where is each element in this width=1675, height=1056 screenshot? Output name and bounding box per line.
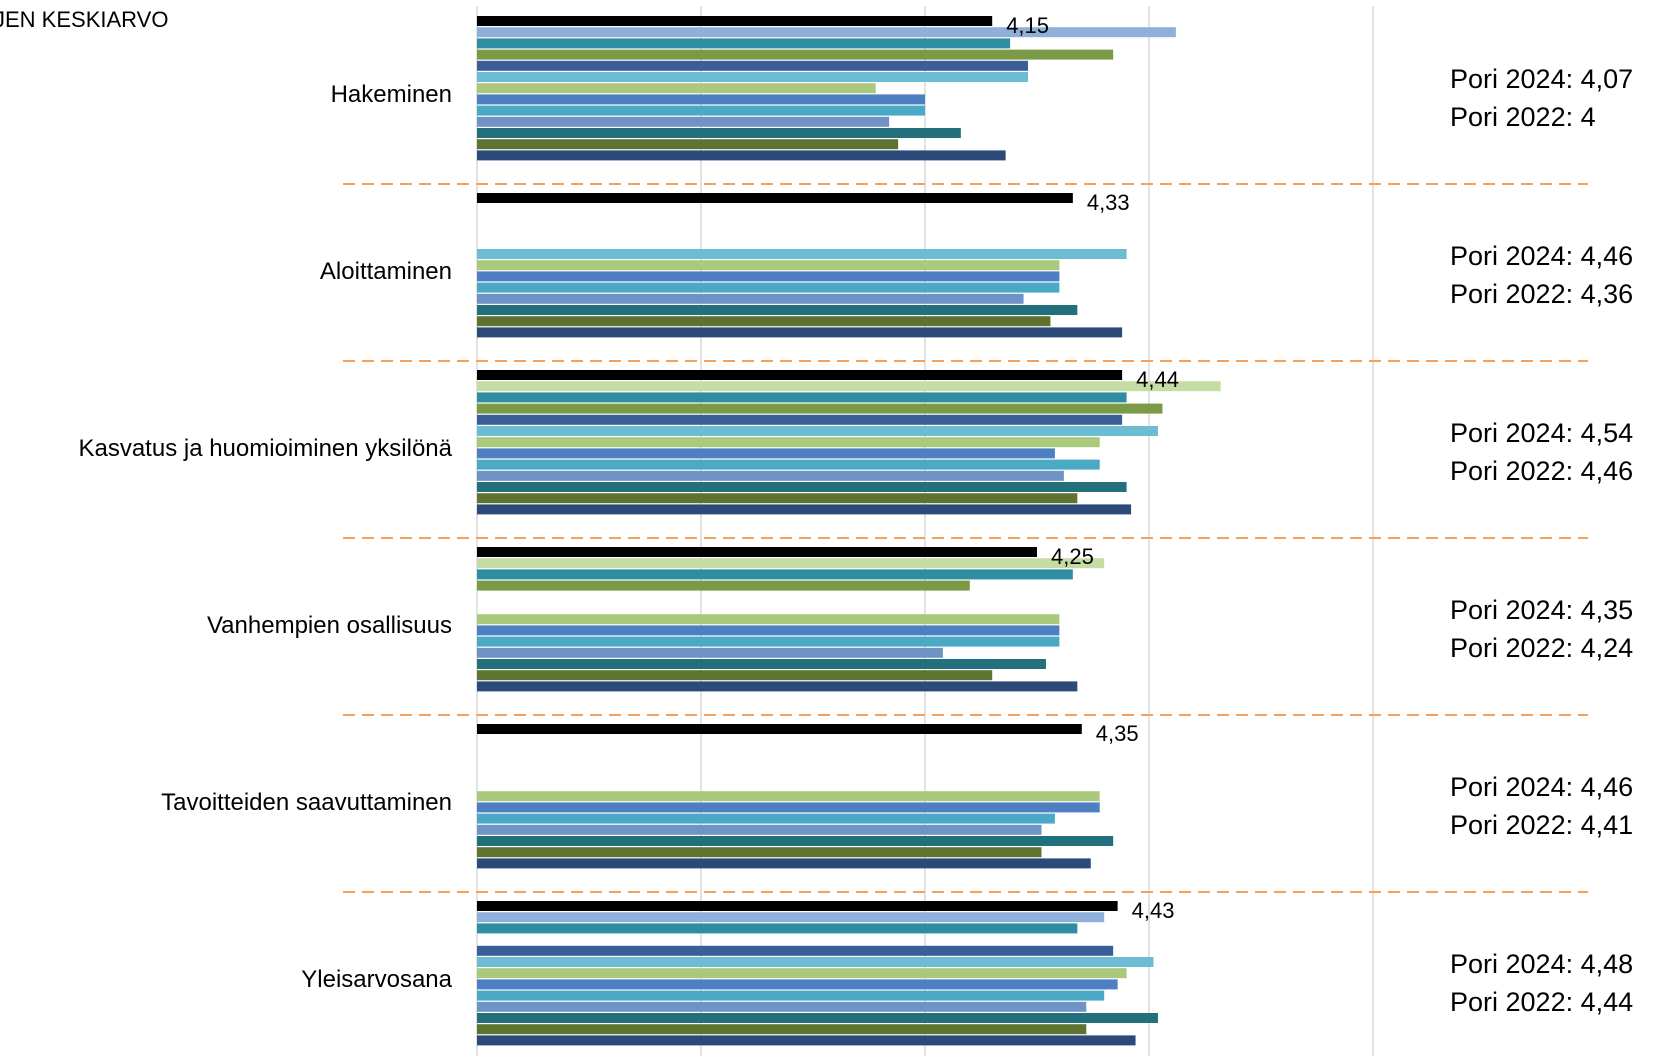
bar: [477, 392, 1127, 403]
side-note: Pori 2024: 4,35: [1450, 595, 1633, 625]
side-note: Pori 2024: 4,48: [1450, 949, 1633, 979]
category-label: Tavoitteiden saavuttaminen: [161, 789, 452, 816]
bar: [477, 426, 1158, 436]
category-label: Yleisarvosana: [301, 966, 452, 993]
bar: [477, 625, 1060, 636]
bar: [477, 493, 1078, 504]
bar: [477, 83, 876, 94]
bar-total: [477, 901, 1118, 911]
bar: [477, 316, 1051, 327]
bar-total: [477, 16, 993, 26]
bar: [477, 1001, 1087, 1012]
bar: [477, 858, 1091, 869]
bar: [477, 824, 1042, 835]
side-note: Pori 2022: 4,44: [1450, 987, 1633, 1017]
data-label: 4,35: [1096, 721, 1139, 746]
bar: [477, 614, 1060, 625]
bar: [477, 293, 1024, 304]
category-label: Vanhempien osallisuus: [207, 612, 452, 639]
bar: [477, 482, 1127, 492]
gridlines: [476, 6, 1374, 1056]
bar: [477, 681, 1078, 692]
bar: [477, 968, 1127, 979]
side-note: Pori 2022: 4,46: [1450, 456, 1633, 486]
bar: [477, 105, 925, 116]
bar: [477, 49, 1114, 60]
bar: [477, 116, 890, 127]
side-note: Pori 2024: 4,46: [1450, 241, 1633, 271]
bar: [477, 847, 1042, 858]
data-label: 4,43: [1132, 898, 1175, 923]
bar: [477, 1035, 1136, 1046]
bar: [477, 437, 1100, 448]
bar: [477, 813, 1055, 824]
data-label: 4,25: [1051, 544, 1094, 569]
bar: [477, 647, 943, 658]
bar: [477, 836, 1114, 846]
side-note: Pori 2024: 4,46: [1450, 772, 1633, 802]
bar: [477, 791, 1100, 802]
bar: [477, 580, 970, 591]
bar: [477, 558, 1105, 569]
bar: [477, 60, 1029, 71]
corner-label: JEN KESKIARVO: [0, 7, 168, 32]
bar: [477, 504, 1132, 515]
data-label: 4,15: [1006, 13, 1049, 38]
bar: [477, 249, 1127, 259]
category-label: Aloittaminen: [320, 258, 452, 285]
data-label: 4,44: [1136, 367, 1179, 392]
bar: [477, 459, 1100, 470]
bar: [477, 128, 961, 138]
bar: [477, 414, 1123, 425]
bar: [477, 979, 1118, 990]
bar-total: [477, 724, 1082, 734]
bar: [477, 381, 1221, 392]
bar: [477, 957, 1154, 967]
bar: [477, 282, 1060, 293]
bar: [477, 659, 1046, 669]
category-label: Kasvatus ja huomioiminen yksilönä: [78, 435, 452, 462]
bar: [477, 923, 1078, 934]
bar: [477, 470, 1064, 481]
bars: [477, 16, 1221, 1046]
side-note: Pori 2022: 4,24: [1450, 633, 1633, 663]
bar: [477, 1024, 1087, 1035]
data-label: 4,33: [1087, 190, 1130, 215]
side-note: Pori 2024: 4,07: [1450, 64, 1633, 94]
bar: [477, 448, 1055, 459]
bar-total: [477, 547, 1037, 557]
bar: [477, 139, 899, 150]
category-dividers: [343, 183, 1588, 893]
side-note: Pori 2022: 4: [1450, 102, 1596, 132]
bar: [477, 945, 1114, 956]
bar: [477, 327, 1123, 338]
bar-total: [477, 370, 1123, 380]
bar: [477, 912, 1105, 923]
bar: [477, 636, 1060, 647]
bar: [477, 94, 925, 105]
bar: [477, 271, 1060, 282]
bar: [477, 670, 993, 681]
bar: [477, 260, 1060, 271]
bar: [477, 1013, 1158, 1023]
bar-total: [477, 193, 1073, 203]
side-note: Pori 2022: 4,41: [1450, 810, 1633, 840]
side-note: Pori 2022: 4,36: [1450, 279, 1633, 309]
bar: [477, 403, 1163, 414]
bar: [477, 990, 1105, 1001]
category-label: Hakeminen: [331, 81, 452, 108]
side-note: Pori 2024: 4,54: [1450, 418, 1633, 448]
bar: [477, 27, 1176, 38]
bar: [477, 150, 1006, 161]
bar: [477, 38, 1011, 49]
labels: 4,15 Hakeminen Pori 2024: 4,07 Pori 2022: 4…: [78, 13, 1633, 1017]
bar: [477, 569, 1073, 580]
bar: [477, 72, 1029, 82]
bar: [477, 802, 1100, 813]
bar: [477, 305, 1078, 315]
